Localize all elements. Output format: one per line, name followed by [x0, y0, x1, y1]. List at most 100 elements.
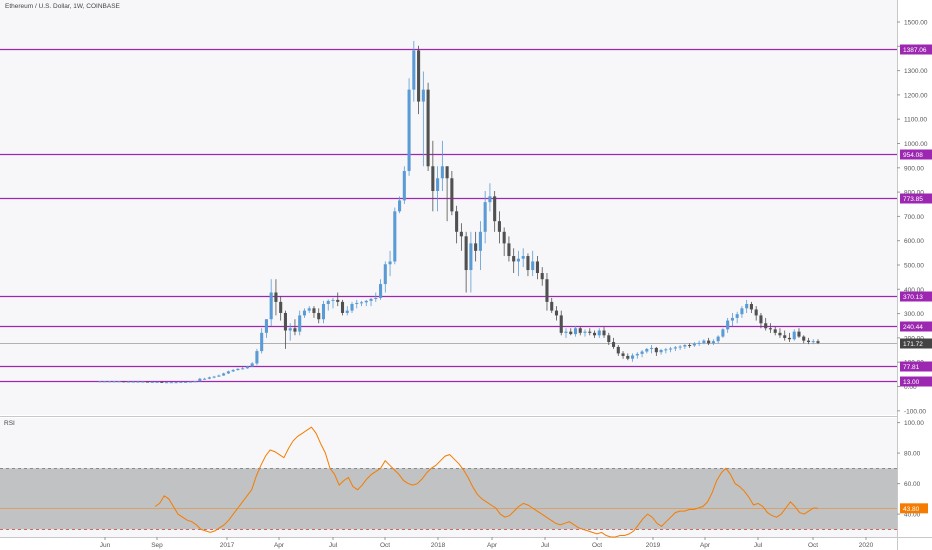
candle-body[interactable]	[521, 256, 525, 259]
candle-body[interactable]	[103, 381, 107, 383]
candle-body[interactable]	[222, 373, 226, 376]
candle-body[interactable]	[260, 332, 264, 352]
candle-body[interactable]	[359, 302, 364, 304]
candle-body[interactable]	[112, 381, 116, 383]
candle-body[interactable]	[640, 351, 644, 354]
candle-body[interactable]	[583, 331, 587, 333]
candle-body[interactable]	[288, 328, 292, 331]
candle-body[interactable]	[740, 308, 744, 315]
candle-body[interactable]	[117, 381, 121, 383]
candle-body[interactable]	[692, 343, 696, 346]
candle-body[interactable]	[697, 342, 701, 344]
candle-body[interactable]	[773, 329, 777, 333]
candle-body[interactable]	[207, 377, 211, 379]
candle-body[interactable]	[98, 381, 102, 383]
candle-body[interactable]	[659, 349, 663, 353]
candle-body[interactable]	[811, 341, 815, 343]
candle-body[interactable]	[497, 221, 501, 232]
candle-body[interactable]	[512, 256, 516, 262]
candle-body[interactable]	[350, 303, 354, 311]
candle-body[interactable]	[160, 381, 164, 383]
candle-body[interactable]	[802, 336, 806, 341]
candle-body[interactable]	[340, 301, 345, 313]
candle-body[interactable]	[787, 337, 792, 340]
candle-body[interactable]	[626, 355, 630, 359]
candle-body[interactable]	[417, 50, 421, 102]
candle-body[interactable]	[302, 310, 307, 316]
candle-body[interactable]	[645, 348, 649, 352]
candle-body[interactable]	[797, 331, 801, 337]
candle-body[interactable]	[393, 211, 397, 262]
candle-body[interactable]	[749, 303, 753, 310]
candle-body[interactable]	[488, 196, 492, 203]
candle-body[interactable]	[193, 381, 197, 383]
candle-body[interactable]	[184, 381, 188, 383]
candle-body[interactable]	[573, 328, 578, 335]
candle-body[interactable]	[559, 315, 563, 333]
candle-body[interactable]	[174, 382, 178, 384]
candle-body[interactable]	[569, 331, 573, 335]
candle-body[interactable]	[664, 349, 668, 351]
candle-body[interactable]	[255, 351, 259, 364]
candle-body[interactable]	[283, 312, 287, 331]
candle-body[interactable]	[298, 315, 302, 332]
candle-body[interactable]	[407, 89, 411, 171]
candle-body[interactable]	[212, 376, 216, 378]
candle-body[interactable]	[231, 370, 235, 372]
candle-body[interactable]	[155, 381, 159, 383]
candle-body[interactable]	[783, 335, 787, 338]
candle-body[interactable]	[726, 320, 730, 330]
candle-body[interactable]	[317, 312, 321, 320]
candle-body[interactable]	[369, 298, 373, 301]
candle-body[interactable]	[179, 381, 183, 383]
candle-body[interactable]	[502, 231, 506, 244]
candle-body[interactable]	[203, 378, 207, 380]
candle-body[interactable]	[355, 302, 359, 304]
candle-body[interactable]	[402, 170, 406, 201]
candle-body[interactable]	[688, 345, 692, 347]
candle-body[interactable]	[678, 346, 682, 348]
candle-body[interactable]	[535, 261, 540, 274]
candle-body[interactable]	[236, 368, 240, 371]
candle-body[interactable]	[478, 231, 482, 251]
candle-body[interactable]	[374, 297, 378, 299]
candle-body[interactable]	[378, 284, 383, 298]
candle-body[interactable]	[597, 330, 601, 336]
candle-body[interactable]	[126, 381, 131, 383]
candle-body[interactable]	[816, 341, 820, 343]
candle-body[interactable]	[707, 340, 711, 344]
candle-body[interactable]	[122, 381, 126, 383]
candle-body[interactable]	[754, 309, 758, 316]
candle-body[interactable]	[226, 371, 230, 374]
candle-body[interactable]	[245, 366, 249, 369]
candle-body[interactable]	[669, 348, 673, 350]
candle-body[interactable]	[464, 236, 468, 271]
candle-body[interactable]	[321, 303, 326, 320]
candle-body[interactable]	[141, 381, 145, 383]
candle-body[interactable]	[107, 381, 112, 383]
candle-body[interactable]	[483, 202, 487, 232]
candle-body[interactable]	[711, 341, 715, 344]
candle-body[interactable]	[550, 301, 554, 311]
candle-body[interactable]	[241, 368, 245, 370]
candle-body[interactable]	[269, 292, 273, 320]
candle-body[interactable]	[611, 342, 616, 347]
candle-body[interactable]	[436, 178, 440, 192]
candle-body[interactable]	[264, 319, 268, 333]
candle-body[interactable]	[616, 346, 620, 354]
candle-body[interactable]	[398, 200, 402, 212]
candle-body[interactable]	[578, 328, 582, 333]
candle-body[interactable]	[274, 292, 278, 302]
candle-body[interactable]	[702, 340, 706, 343]
candle-body[interactable]	[336, 299, 340, 302]
candle-body[interactable]	[188, 381, 192, 383]
candle-body[interactable]	[730, 317, 734, 321]
candle-body[interactable]	[759, 315, 763, 324]
candle-body[interactable]	[507, 243, 511, 257]
candle-body[interactable]	[198, 378, 202, 382]
candle-body[interactable]	[293, 328, 297, 332]
candle-body[interactable]	[721, 329, 725, 337]
candle-body[interactable]	[455, 211, 459, 232]
candle-body[interactable]	[150, 381, 154, 383]
candle-body[interactable]	[778, 332, 782, 336]
